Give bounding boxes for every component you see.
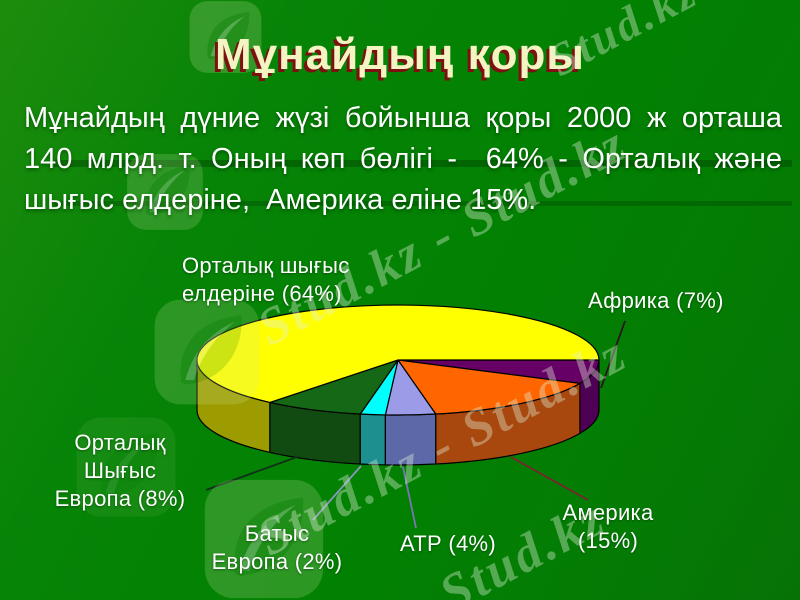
pie-label-west-europe: Батыс Европа (2%) [211, 521, 343, 574]
pie-slice-top-Америка [397, 359, 581, 415]
slide-title: Мұнайдың қоры [215, 30, 585, 79]
body-line: 140 млрд. т. Оның көп бөлігі - 64% - Орт… [24, 143, 782, 175]
pie-label-central-east: Орталық шығыс елдеріне (64%) [182, 253, 350, 306]
leader-line-america [510, 456, 589, 501]
background-shadow-band [54, 201, 792, 206]
pie-label-central-east-europe: Орталық Шығыс Европа (8%) [54, 430, 186, 511]
pie-label-atr: АТР (4%) [400, 531, 497, 556]
body-line: Мұнайдың дүние жүзі бойынша қоры 2000 ж … [24, 102, 782, 134]
body-text: Мұнайдың дүние жүзі бойынша қоры 2000 ж … [24, 98, 782, 221]
leader-line-atr [402, 466, 417, 529]
leader-line-africa [600, 320, 626, 389]
pie-slice-top-Орталық Шығыс Европа [269, 359, 399, 415]
pie-label-africa: Африка (7%) [588, 288, 724, 313]
background-shadow-band [54, 160, 792, 167]
pie-label-america: Америка (15%) [562, 500, 654, 553]
stud-kz-leaf-logo [154, 299, 260, 405]
body-line: шығыс елдеріне, Америка еліне 15%. [24, 184, 537, 216]
